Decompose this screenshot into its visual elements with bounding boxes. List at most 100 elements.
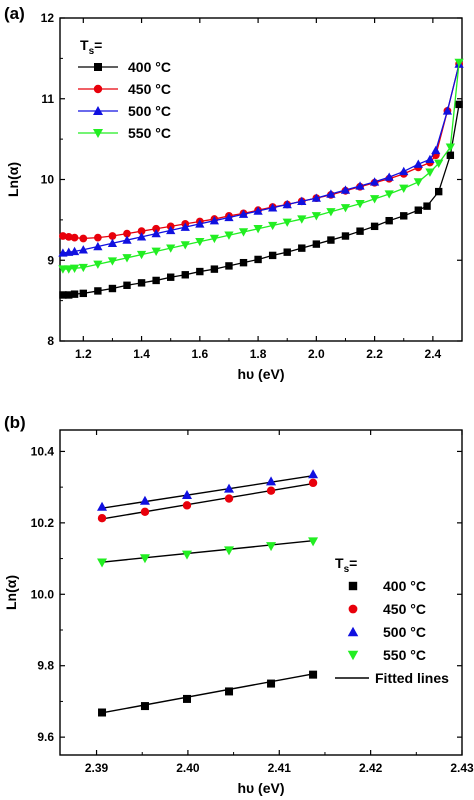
- legend-item: 550 °C: [347, 647, 426, 663]
- data-point: [446, 151, 455, 159]
- data-point: [326, 189, 336, 198]
- data-point: [94, 287, 102, 295]
- legend-label: 400 °C: [383, 578, 426, 594]
- data-point: [385, 216, 393, 225]
- data-point: [238, 228, 249, 237]
- data-point: [136, 250, 147, 260]
- data-point: [434, 187, 443, 196]
- series-1: [59, 100, 463, 299]
- series-4: [97, 537, 319, 568]
- data-point: [64, 265, 74, 274]
- legend-item: 400 °C: [348, 578, 426, 594]
- data-point: [266, 486, 276, 495]
- data-point: [123, 281, 131, 289]
- x-tick-label: 2.0: [308, 347, 325, 361]
- data-point: [266, 476, 277, 486]
- data-point: [253, 206, 263, 215]
- series-3: [97, 469, 319, 511]
- series-3: [58, 59, 464, 257]
- data-point: [282, 218, 292, 227]
- data-point: [151, 247, 161, 256]
- data-point: [400, 212, 408, 220]
- legend-marker: [348, 581, 358, 591]
- x-axis-label: hυ (eV): [237, 780, 284, 796]
- data-point: [356, 227, 364, 235]
- data-point: [445, 143, 455, 152]
- data-point: [340, 185, 351, 194]
- data-point: [78, 245, 88, 254]
- data-point: [355, 181, 365, 190]
- legend-label: 550 °C: [383, 647, 426, 663]
- data-point: [384, 190, 394, 199]
- data-point: [139, 554, 150, 564]
- data-point: [431, 145, 441, 155]
- data-point: [79, 289, 88, 298]
- data-point: [369, 177, 380, 186]
- series-1: [98, 670, 318, 717]
- data-point: [308, 537, 319, 547]
- series-line: [62, 62, 460, 270]
- legend-item: 450 °C: [78, 81, 171, 97]
- data-point: [209, 234, 220, 244]
- data-point: [70, 290, 79, 298]
- data-point: [266, 542, 277, 552]
- data-point: [98, 708, 107, 717]
- data-point: [152, 276, 160, 285]
- data-point: [312, 240, 321, 248]
- data-point: [224, 494, 234, 503]
- panel-label: (a): [4, 4, 25, 23]
- data-point: [413, 178, 423, 187]
- data-point: [69, 264, 80, 273]
- y-tick-label: 8: [47, 334, 54, 348]
- series-2: [97, 478, 318, 523]
- data-point: [108, 232, 117, 240]
- data-point: [181, 490, 192, 499]
- data-point: [225, 687, 234, 696]
- x-tick-label: 2.42: [359, 761, 383, 775]
- data-point: [355, 200, 365, 209]
- series-line: [62, 104, 460, 296]
- data-point: [209, 216, 220, 225]
- data-point: [282, 199, 292, 209]
- x-tick-label: 2.40: [176, 761, 200, 775]
- data-point: [181, 550, 192, 560]
- data-point: [283, 248, 291, 256]
- x-tick-label: 2.2: [366, 347, 383, 361]
- data-point: [122, 235, 132, 244]
- data-point: [78, 263, 88, 273]
- data-point: [196, 267, 204, 276]
- data-point: [327, 236, 335, 244]
- data-point: [239, 258, 248, 267]
- x-tick-label: 2.41: [268, 761, 292, 775]
- data-point: [59, 291, 67, 299]
- y-tick-label: 9: [47, 253, 54, 267]
- data-point: [93, 241, 103, 251]
- data-point: [340, 204, 351, 213]
- panel-b: 2.39 2.40 2.41 2.42 2.43 9.6 9.8 10.0 10.2 10.4 hυ…: [3, 413, 474, 796]
- data-point: [107, 238, 118, 247]
- data-point: [59, 232, 67, 240]
- data-point: [93, 260, 103, 269]
- fitted-line: [101, 482, 314, 520]
- data-point: [152, 224, 161, 233]
- data-point: [254, 255, 262, 264]
- fitted-line: [101, 673, 314, 714]
- legend-label: 550 °C: [128, 125, 171, 141]
- data-point: [454, 58, 464, 68]
- legend-marker: [347, 626, 359, 637]
- legend-item: 500 °C: [347, 624, 426, 640]
- data-point: [181, 271, 189, 279]
- data-point: [369, 195, 380, 204]
- data-point: [180, 241, 190, 250]
- data-point: [308, 478, 318, 488]
- data-point: [122, 254, 132, 263]
- data-point: [166, 225, 176, 235]
- data-point: [326, 208, 336, 217]
- legend-marker: [93, 129, 103, 138]
- data-point: [224, 546, 235, 556]
- plot-frame: [59, 17, 463, 342]
- data-point: [166, 273, 175, 281]
- legend-label: 500 °C: [128, 103, 171, 119]
- legend-marker: [348, 604, 358, 614]
